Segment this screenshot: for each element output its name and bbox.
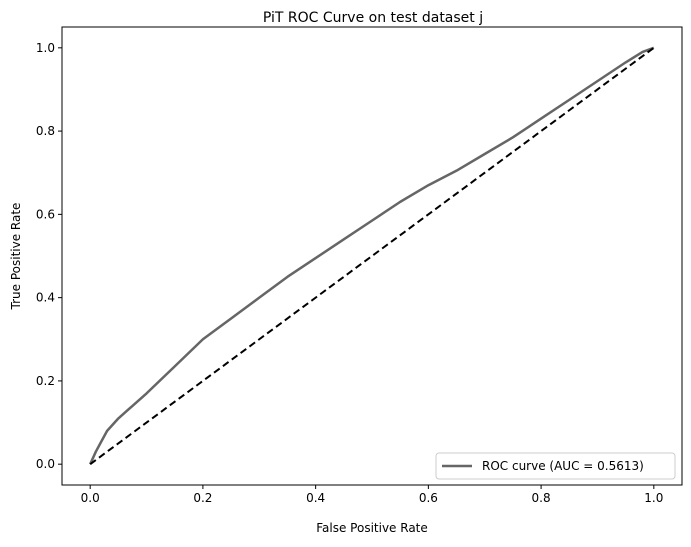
x-axis-label: False Positive Rate (316, 521, 428, 535)
x-tick-label: 1.0 (644, 491, 663, 505)
y-tick-label: 0.2 (36, 374, 55, 388)
x-tick-label: 0.6 (419, 491, 438, 505)
legend-box (435, 452, 676, 480)
y-tick-label: 1.0 (36, 41, 55, 55)
x-axis-ticks: 0.0 0.2 0.4 0.6 0.8 1.0 (81, 485, 663, 505)
y-axis-ticks: 0.0 0.2 0.4 0.6 0.8 1.0 (36, 41, 62, 471)
series-layer (89, 46, 655, 465)
legend: ROC curve (AUC = 0.5613) (435, 452, 676, 480)
x-tick-label: 0.0 (81, 491, 100, 505)
x-tick-label: 0.4 (306, 491, 325, 505)
plot-area (61, 26, 683, 486)
y-axis-label: True Positive Rate (9, 203, 23, 311)
x-tick-label: 0.8 (532, 491, 551, 505)
legend-label-roc: ROC curve (AUC = 0.5613) (482, 459, 644, 473)
y-tick-label: 0.6 (36, 207, 55, 221)
chance-diagonal-line (89, 47, 655, 465)
chart-title: PiT ROC Curve on test dataset j (263, 10, 483, 26)
y-tick-label: 0.8 (36, 124, 55, 138)
y-tick-label: 0.0 (36, 457, 55, 471)
y-tick-label: 0.4 (36, 291, 55, 305)
roc-curve-line (89, 46, 655, 465)
x-tick-label: 0.2 (193, 491, 212, 505)
